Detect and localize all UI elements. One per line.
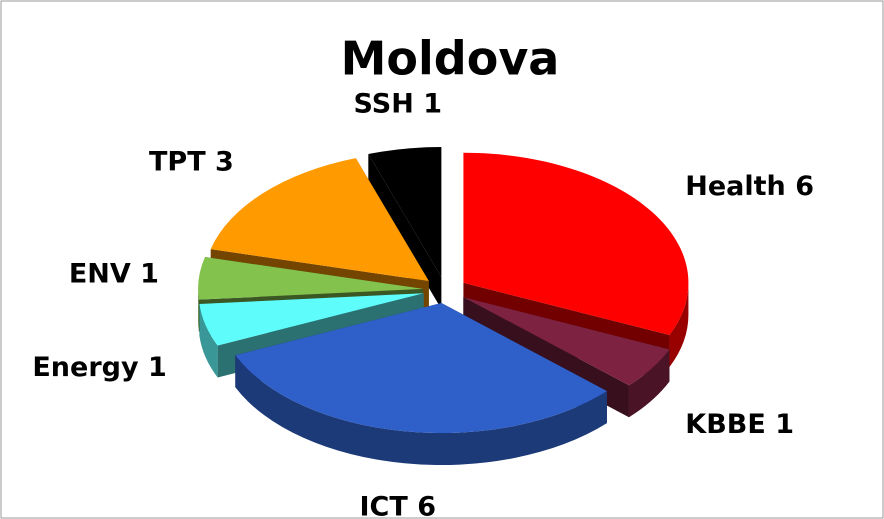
- label-value: 1: [775, 408, 794, 439]
- slice-side: [235, 355, 607, 466]
- chart-title: Moldova: [341, 32, 560, 86]
- data-label: ICT 6: [360, 491, 436, 519]
- slice: [368, 146, 442, 277]
- data-label: Energy 1: [32, 352, 166, 383]
- label-category: Energy: [32, 352, 139, 383]
- slice-side: [198, 288, 199, 332]
- label-category: SSH: [354, 88, 414, 119]
- data-label: Health 6: [685, 171, 814, 202]
- label-category: Health: [685, 171, 786, 202]
- slice: [463, 297, 670, 386]
- label-value: 1: [423, 88, 442, 119]
- label-value: 1: [148, 352, 167, 383]
- data-label: SSH 1: [354, 88, 442, 119]
- slice: [463, 152, 689, 336]
- data-label: ENV 1: [69, 258, 159, 289]
- label-category: KBBE: [685, 408, 766, 439]
- label-value: 6: [417, 491, 436, 519]
- slice: [235, 303, 607, 434]
- label-value: 6: [795, 171, 814, 202]
- label-category: ENV: [69, 258, 131, 289]
- slice-side: [669, 282, 689, 368]
- label-category: TPT: [149, 146, 206, 177]
- data-label: TPT 3: [149, 146, 234, 177]
- slice-side: [628, 349, 670, 418]
- slice-side: [199, 303, 218, 378]
- slice: [199, 293, 424, 346]
- slice: [210, 158, 429, 282]
- slice-edge: [368, 154, 442, 309]
- label-category: ICT: [360, 491, 409, 519]
- label-value: 3: [215, 146, 234, 177]
- data-label: KBBE 1: [685, 408, 794, 439]
- label-value: 1: [140, 258, 159, 289]
- slice: [198, 256, 424, 300]
